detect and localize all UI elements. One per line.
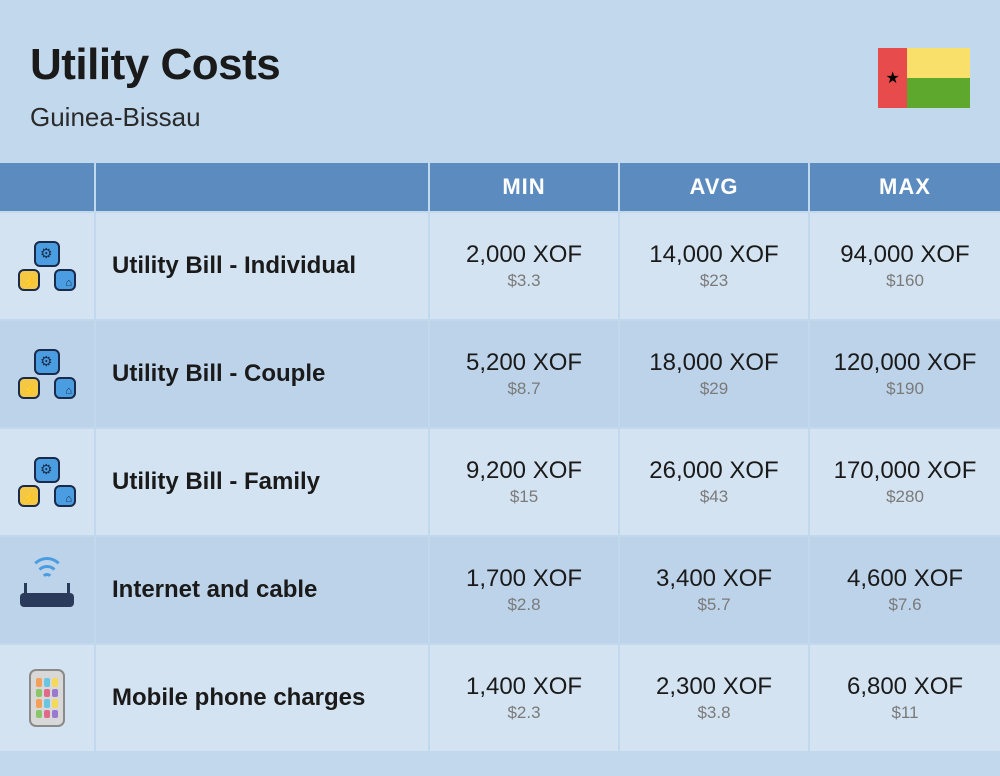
th-label xyxy=(96,163,430,211)
price-primary: 14,000 XOF xyxy=(649,241,778,269)
cell-max: 94,000 XOF$160 xyxy=(810,211,1000,319)
cell-max: 170,000 XOF$280 xyxy=(810,427,1000,535)
cell-icon xyxy=(0,643,96,751)
price-primary: 1,700 XOF xyxy=(466,565,582,593)
cell-label: Internet and cable xyxy=(96,535,430,643)
cell-avg: 2,300 XOF$3.8 xyxy=(620,643,810,751)
table-header: MIN AVG MAX xyxy=(0,163,1000,211)
price-secondary: $2.8 xyxy=(507,595,540,615)
utility-icon: ⚙⚡⌂ xyxy=(18,241,76,291)
table-row: ⚙⚡⌂Utility Bill - Couple5,200 XOF$8.718,… xyxy=(0,319,1000,427)
cell-icon: ⚙⚡⌂ xyxy=(0,211,96,319)
price-primary: 3,400 XOF xyxy=(656,565,772,593)
header: Utility Costs Guinea-Bissau ★ xyxy=(0,0,1000,163)
price-secondary: $8.7 xyxy=(507,379,540,399)
cell-label: Utility Bill - Individual xyxy=(96,211,430,319)
table-row: Internet and cable1,700 XOF$2.83,400 XOF… xyxy=(0,535,1000,643)
price-primary: 18,000 XOF xyxy=(649,349,778,377)
cell-label: Mobile phone charges xyxy=(96,643,430,751)
page-title: Utility Costs xyxy=(30,40,280,90)
price-secondary: $280 xyxy=(886,487,924,507)
cell-max: 4,600 XOF$7.6 xyxy=(810,535,1000,643)
price-primary: 1,400 XOF xyxy=(466,673,582,701)
price-primary: 9,200 XOF xyxy=(466,457,582,485)
utility-icon: ⚙⚡⌂ xyxy=(18,349,76,399)
flag-right-stripes xyxy=(907,48,970,108)
table-row: Mobile phone charges1,400 XOF$2.32,300 X… xyxy=(0,643,1000,751)
price-secondary: $190 xyxy=(886,379,924,399)
price-secondary: $43 xyxy=(700,487,728,507)
flag-icon: ★ xyxy=(878,48,970,108)
cell-avg: 18,000 XOF$29 xyxy=(620,319,810,427)
flag-left-stripe: ★ xyxy=(878,48,907,108)
flag-bottom-stripe xyxy=(907,78,970,108)
costs-table: MIN AVG MAX ⚙⚡⌂ Utility Bill - Individual… xyxy=(0,163,1000,751)
cell-icon: ⚙⚡⌂ xyxy=(0,319,96,427)
price-primary: 6,800 XOF xyxy=(847,673,963,701)
flag-star-icon: ★ xyxy=(886,68,900,88)
cell-avg: 26,000 XOF$43 xyxy=(620,427,810,535)
price-secondary: $160 xyxy=(886,271,924,291)
price-primary: 5,200 XOF xyxy=(466,349,582,377)
price-primary: 4,600 XOF xyxy=(847,565,963,593)
price-secondary: $23 xyxy=(700,271,728,291)
flag-top-stripe xyxy=(907,48,970,78)
price-secondary: $7.6 xyxy=(888,595,921,615)
cell-icon xyxy=(0,535,96,643)
price-secondary: $15 xyxy=(510,487,538,507)
price-primary: 94,000 XOF xyxy=(840,241,969,269)
cell-min: 2,000 XOF$3.3 xyxy=(430,211,620,319)
th-min: MIN xyxy=(430,163,620,211)
price-primary: 2,300 XOF xyxy=(656,673,772,701)
th-icon xyxy=(0,163,96,211)
price-secondary: $11 xyxy=(891,703,918,723)
cell-label: Utility Bill - Family xyxy=(96,427,430,535)
price-primary: 2,000 XOF xyxy=(466,241,582,269)
table-row: ⚙⚡⌂Utility Bill - Family9,200 XOF$1526,0… xyxy=(0,427,1000,535)
cell-min: 1,700 XOF$2.8 xyxy=(430,535,620,643)
page-subtitle: Guinea-Bissau xyxy=(30,102,280,133)
utility-icon: ⚙⚡⌂ xyxy=(18,457,76,507)
cell-max: 6,800 XOF$11 xyxy=(810,643,1000,751)
price-secondary: $29 xyxy=(700,379,728,399)
cell-min: 1,400 XOF$2.3 xyxy=(430,643,620,751)
cell-avg: 14,000 XOF$23 xyxy=(620,211,810,319)
cell-avg: 3,400 XOF$5.7 xyxy=(620,535,810,643)
cell-max: 120,000 XOF$190 xyxy=(810,319,1000,427)
price-secondary: $3.8 xyxy=(697,703,730,723)
price-secondary: $5.7 xyxy=(697,595,730,615)
title-block: Utility Costs Guinea-Bissau xyxy=(30,40,280,133)
th-max: MAX xyxy=(810,163,1000,211)
table-row: ⚙⚡⌂Utility Bill - Individual2,000 XOF$3.… xyxy=(0,211,1000,319)
cell-min: 5,200 XOF$8.7 xyxy=(430,319,620,427)
price-primary: 170,000 XOF xyxy=(834,457,977,485)
price-primary: 26,000 XOF xyxy=(649,457,778,485)
price-secondary: $2.3 xyxy=(507,703,540,723)
cell-icon: ⚙⚡⌂ xyxy=(0,427,96,535)
th-avg: AVG xyxy=(620,163,810,211)
phone-icon xyxy=(29,669,65,727)
price-secondary: $3.3 xyxy=(507,271,540,291)
cell-min: 9,200 XOF$15 xyxy=(430,427,620,535)
price-primary: 120,000 XOF xyxy=(834,349,977,377)
cell-label: Utility Bill - Couple xyxy=(96,319,430,427)
router-icon xyxy=(16,567,78,613)
